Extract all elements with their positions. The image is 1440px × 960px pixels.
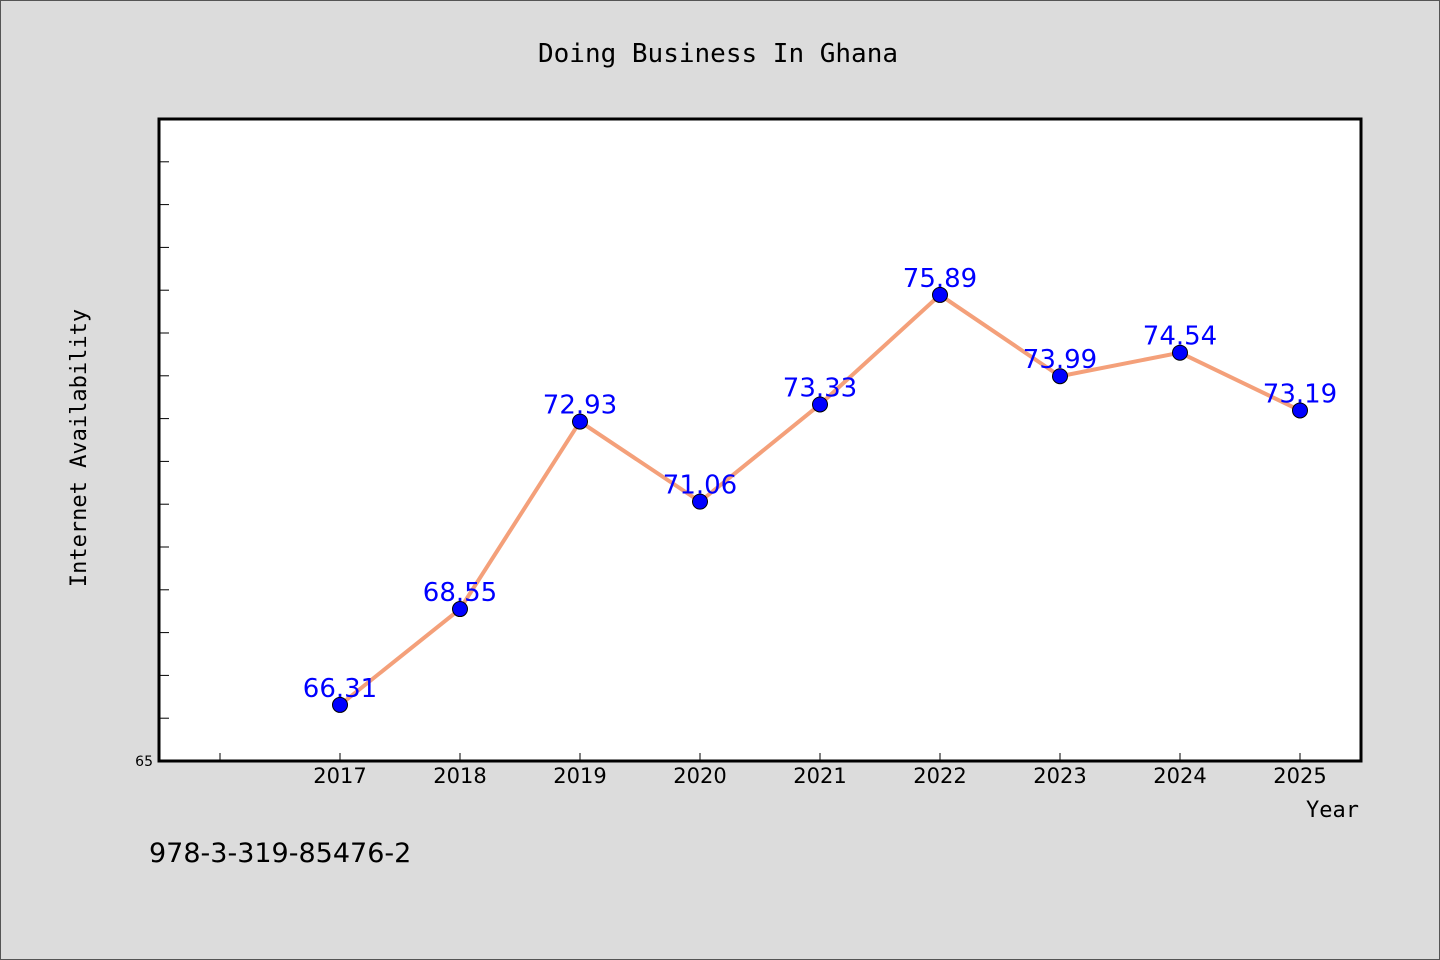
data-point xyxy=(932,286,948,303)
x-tick-label: 2017 xyxy=(313,764,366,788)
data-label: 73.99 xyxy=(1023,345,1097,375)
data-label: 75.89 xyxy=(903,264,977,294)
data-point xyxy=(812,396,828,413)
data-point xyxy=(692,493,708,510)
data-labels: 66.31 68.55 72.93 71.06 73.33 75.89 73.99 74.54… xyxy=(303,264,1337,704)
series-layer xyxy=(332,286,1308,713)
chart-title: Doing Business In Ghana xyxy=(538,39,898,69)
data-point xyxy=(1292,402,1308,419)
data-label: 71.06 xyxy=(663,471,737,501)
x-tick-label: 2019 xyxy=(553,764,606,788)
x-tick-label: 2020 xyxy=(673,764,726,788)
data-label: 73.19 xyxy=(1263,379,1337,409)
data-point xyxy=(1052,368,1068,385)
data-label: 66.31 xyxy=(303,674,377,704)
x-tick-label: 2024 xyxy=(1153,764,1206,788)
y-axis-label: Internet Availability xyxy=(67,309,92,587)
isbn-footnote: 978-3-319-85476-2 xyxy=(149,838,411,869)
x-tick-label: 2023 xyxy=(1033,764,1086,788)
data-point xyxy=(1172,344,1188,361)
x-tick-label: 2021 xyxy=(793,764,846,788)
data-point xyxy=(332,696,348,713)
data-label: 73.33 xyxy=(783,373,857,403)
data-label: 68.55 xyxy=(423,578,497,608)
y-tick-label: 65 xyxy=(135,754,153,770)
data-label: 74.54 xyxy=(1143,322,1217,352)
data-point xyxy=(572,413,588,430)
x-tick-label: 2022 xyxy=(913,764,966,788)
data-label: 72.93 xyxy=(543,391,617,421)
x-tick-label: 2025 xyxy=(1273,764,1326,788)
x-tick-label: 2018 xyxy=(433,764,486,788)
data-point xyxy=(452,601,468,618)
y-axis: 65 xyxy=(135,161,169,770)
x-axis-label: Year xyxy=(1306,798,1359,823)
x-axis: 2017 2018 2019 2020 2021 2022 2023 2024 2025 xyxy=(219,753,1327,788)
plot-area xyxy=(157,117,1363,763)
